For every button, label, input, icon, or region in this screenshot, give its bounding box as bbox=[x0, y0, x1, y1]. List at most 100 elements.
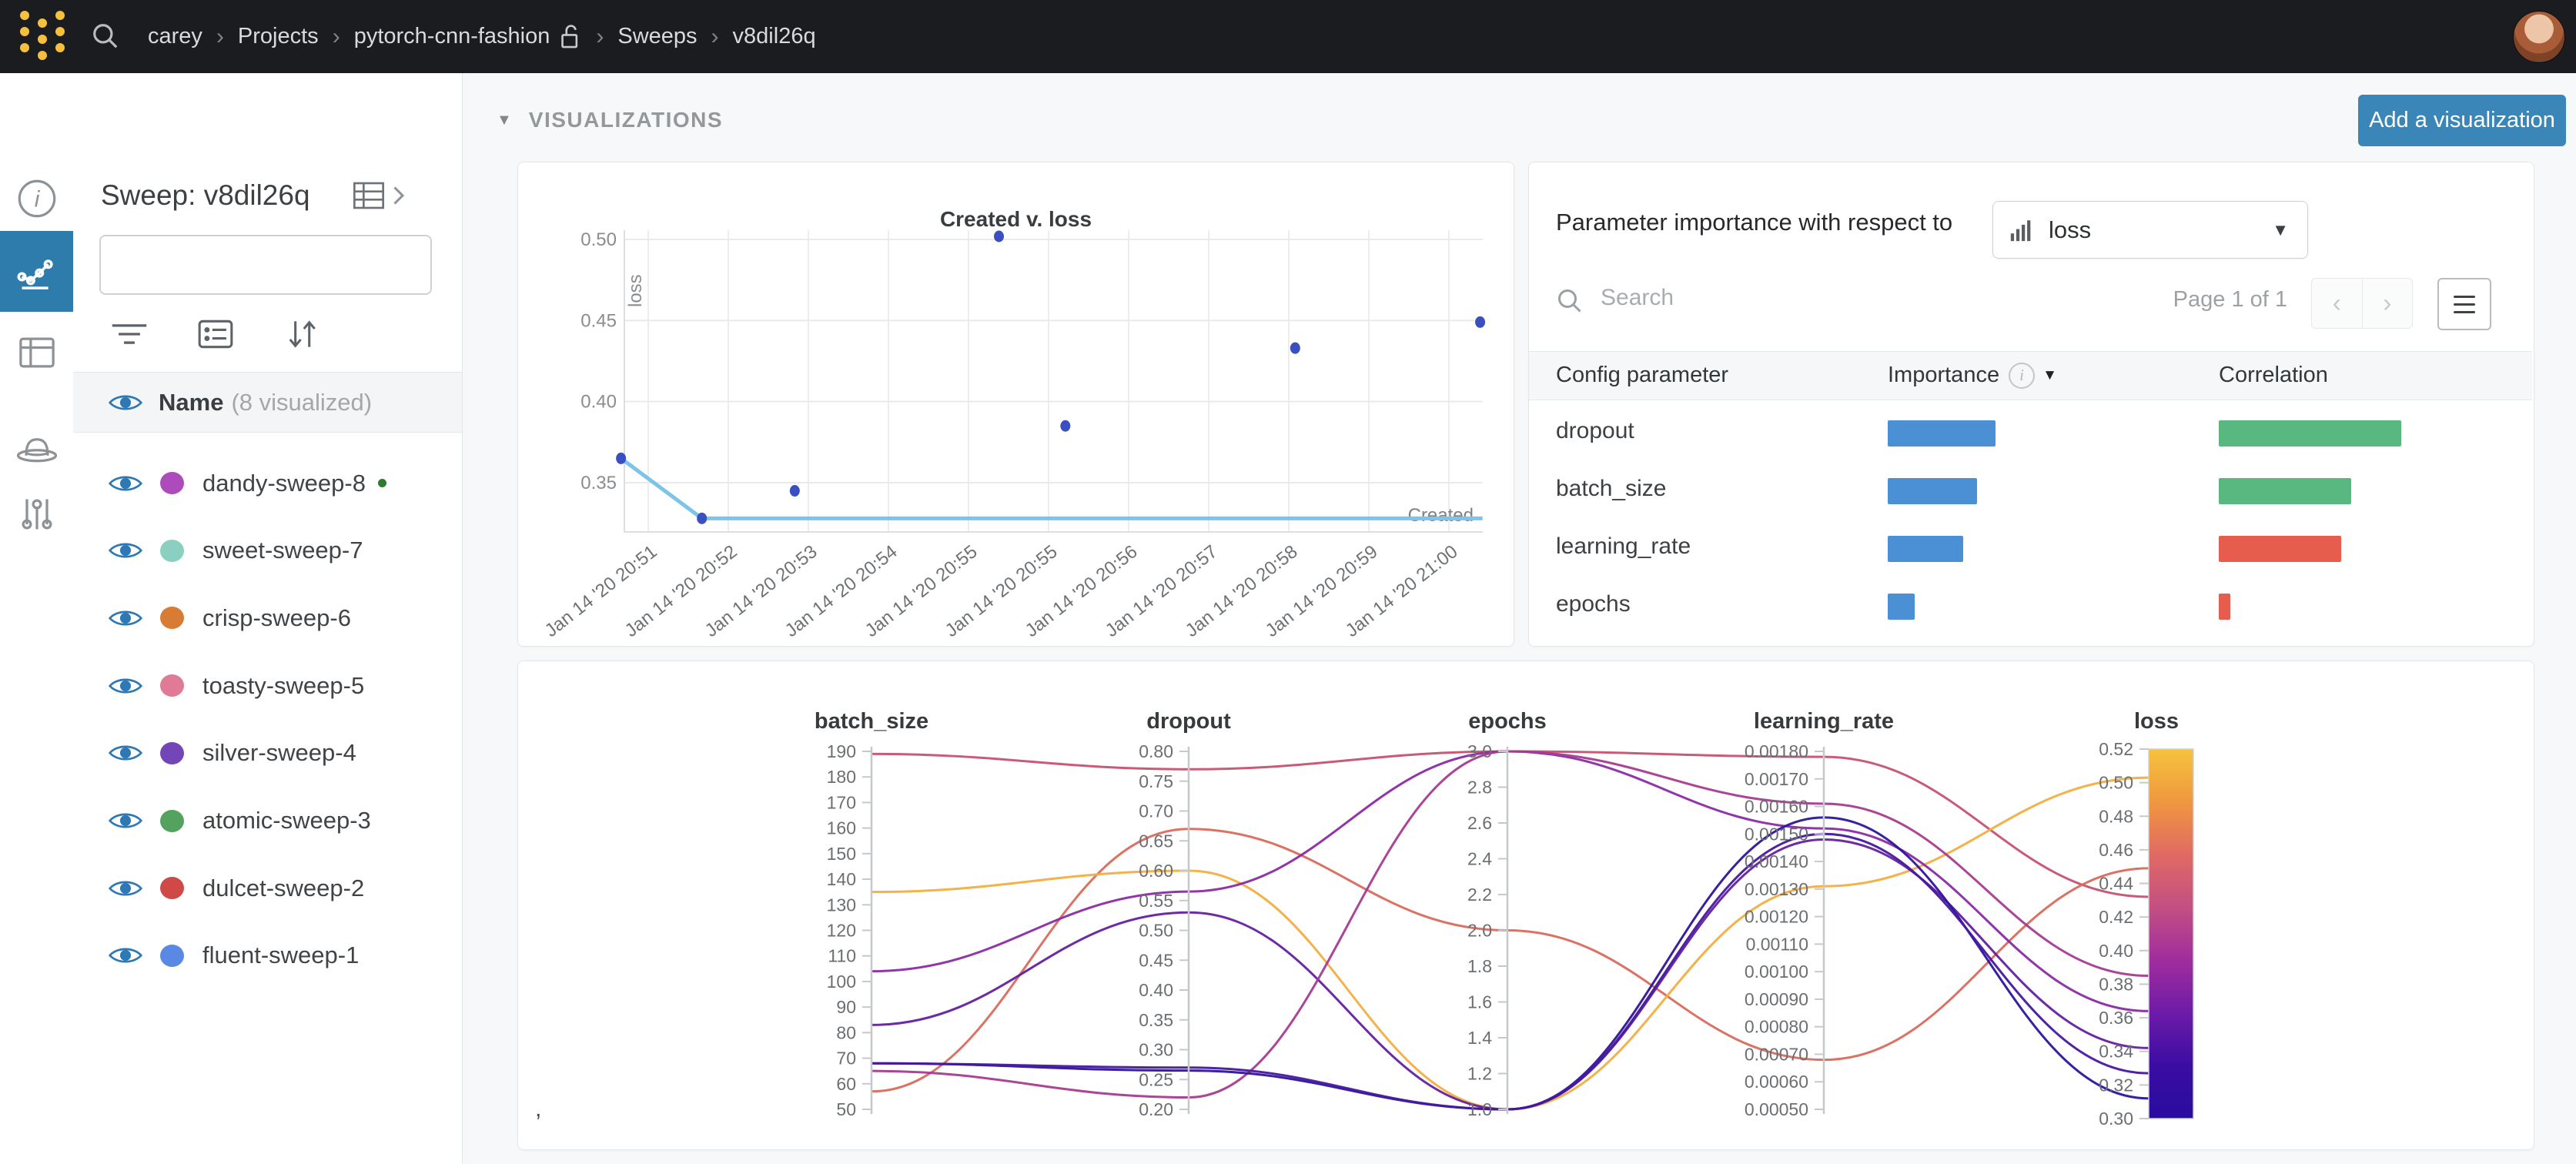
svg-text:0.00150: 0.00150 bbox=[1745, 824, 1808, 844]
eye-icon[interactable] bbox=[108, 391, 143, 414]
sort-icon[interactable] bbox=[283, 318, 321, 350]
prev-page-button[interactable]: ‹ bbox=[2312, 279, 2363, 328]
run-list-item[interactable]: dulcet-sweep-2 bbox=[73, 855, 462, 922]
param-name: epochs bbox=[1556, 591, 1631, 617]
axis-title[interactable]: epochs bbox=[1468, 709, 1547, 734]
col-correlation[interactable]: Correlation bbox=[2219, 363, 2328, 387]
visibility-all-eye-icon[interactable] bbox=[108, 391, 143, 414]
eye-icon[interactable] bbox=[108, 539, 143, 562]
breadcrumb-item[interactable]: v8dil26q bbox=[732, 24, 816, 48]
menu-button[interactable] bbox=[2437, 278, 2491, 330]
table-row[interactable]: batch_size bbox=[1529, 462, 2532, 520]
eye-icon[interactable] bbox=[108, 741, 143, 764]
svg-text:0.20: 0.20 bbox=[1139, 1099, 1173, 1119]
run-name[interactable]: dulcet-sweep-2 bbox=[202, 874, 365, 901]
correlation-bar bbox=[2219, 420, 2401, 447]
svg-text:0.00120: 0.00120 bbox=[1745, 907, 1808, 927]
col-importance[interactable]: Importance i ▼ bbox=[1888, 363, 2057, 390]
run-list-item[interactable]: silver-sweep-4 bbox=[73, 720, 462, 787]
col-config-parameter[interactable]: Config parameter bbox=[1556, 363, 1729, 387]
run-color-dot bbox=[160, 944, 184, 967]
run-name[interactable]: atomic-sweep-3 bbox=[202, 807, 371, 834]
svg-text:0.40: 0.40 bbox=[1139, 980, 1173, 1000]
run-list-item[interactable]: toasty-sweep-5 bbox=[73, 652, 462, 719]
importance-search-input[interactable] bbox=[1599, 284, 1987, 312]
table-row[interactable]: epochs bbox=[1529, 577, 2532, 635]
table-row[interactable]: dropout bbox=[1529, 404, 2532, 462]
stray-comma-text: , bbox=[535, 1096, 542, 1122]
svg-text:0.42: 0.42 bbox=[2099, 907, 2133, 927]
axis-title[interactable]: batch_size bbox=[814, 709, 929, 734]
svg-text:60: 60 bbox=[836, 1074, 856, 1094]
add-visualization-button[interactable]: Add a visualization bbox=[2358, 95, 2566, 146]
eye-icon[interactable] bbox=[108, 607, 143, 630]
wandb-logo[interactable] bbox=[20, 11, 72, 63]
search-icon[interactable] bbox=[91, 22, 120, 51]
breadcrumb: carey › Projects › pytorch-cnn-fashion › Sweep… bbox=[148, 0, 816, 73]
run-list-item[interactable]: crisp-sweep-6 bbox=[73, 584, 462, 651]
eye-icon[interactable] bbox=[108, 877, 143, 900]
runs-search-box bbox=[99, 235, 432, 295]
svg-text:170: 170 bbox=[827, 792, 856, 812]
parallel-coordinates-chart[interactable]: 190 180 170 160 150 140 130 120 110 100 90 80 70 60 50… bbox=[518, 661, 2532, 1148]
run-list-item[interactable]: sweet-sweep-7 bbox=[73, 517, 462, 584]
created-v-loss-chart[interactable]: 0.50 0.45 0.40 0.35 loss Created bbox=[518, 162, 1514, 646]
table-tab-icon[interactable] bbox=[0, 312, 73, 393]
svg-text:130: 130 bbox=[827, 895, 856, 915]
importance-bar bbox=[1888, 420, 1996, 447]
eye-icon[interactable] bbox=[108, 944, 143, 967]
info-icon[interactable]: i bbox=[0, 158, 73, 239]
run-name[interactable]: toasty-sweep-5 bbox=[202, 671, 365, 699]
run-color-dot bbox=[160, 472, 184, 494]
next-page-button[interactable]: › bbox=[2383, 288, 2392, 318]
page-indicator: Page 1 of 1 bbox=[2173, 287, 2287, 312]
run-name[interactable]: dandy-sweep-8 bbox=[202, 469, 366, 497]
group-icon[interactable] bbox=[196, 318, 235, 350]
run-name[interactable]: crisp-sweep-6 bbox=[202, 604, 351, 631]
filter-icon[interactable] bbox=[110, 318, 149, 350]
axis-title[interactable]: loss bbox=[2133, 709, 2180, 734]
svg-text:0.00180: 0.00180 bbox=[1745, 741, 1808, 761]
svg-text:0.35: 0.35 bbox=[580, 473, 617, 493]
run-name[interactable]: fluent-sweep-1 bbox=[202, 942, 360, 969]
breadcrumb-item[interactable]: Sweeps bbox=[617, 24, 698, 48]
svg-text:0.36: 0.36 bbox=[2099, 1008, 2133, 1028]
sliders-icon[interactable] bbox=[0, 473, 73, 554]
svg-text:90: 90 bbox=[836, 997, 856, 1017]
runs-search-input[interactable] bbox=[130, 251, 430, 279]
svg-text:0.50: 0.50 bbox=[580, 229, 617, 250]
pagination: ‹ › bbox=[2311, 278, 2413, 329]
svg-text:0.44: 0.44 bbox=[2099, 874, 2133, 894]
run-list-item[interactable]: fluent-sweep-1 bbox=[73, 922, 462, 989]
avatar[interactable] bbox=[2513, 11, 2565, 63]
breadcrumb-item[interactable]: carey bbox=[148, 24, 202, 48]
param-name: batch_size bbox=[1556, 476, 1667, 501]
svg-text:i: i bbox=[34, 186, 40, 212]
importance-table-header: Config parameter Importance i ▼ Correlatio… bbox=[1529, 351, 2532, 400]
axis-title[interactable]: learning_rate bbox=[1753, 709, 1895, 734]
created-v-loss-panel: Created v. loss 0.50 0.45 0.40 0.35 loss Crea… bbox=[517, 162, 1514, 647]
run-list-item[interactable]: dandy-sweep-8 bbox=[73, 450, 462, 517]
breadcrumb-item[interactable]: Projects bbox=[237, 24, 319, 48]
svg-text:0.00090: 0.00090 bbox=[1745, 989, 1808, 1009]
svg-text:2.2: 2.2 bbox=[1467, 885, 1492, 905]
run-name[interactable]: sweet-sweep-7 bbox=[202, 537, 363, 564]
svg-text:0.75: 0.75 bbox=[1139, 771, 1173, 791]
eye-icon[interactable] bbox=[108, 472, 143, 495]
table-row[interactable]: learning_rate bbox=[1529, 520, 2532, 577]
charts-tab-icon[interactable] bbox=[0, 231, 73, 312]
eye-icon[interactable] bbox=[108, 674, 143, 697]
open-sweep-table-button[interactable] bbox=[352, 180, 406, 211]
eye-icon[interactable] bbox=[108, 809, 143, 832]
svg-text:0.60: 0.60 bbox=[1139, 861, 1173, 881]
svg-text:0.40: 0.40 bbox=[580, 392, 617, 413]
breadcrumb-item[interactable]: pytorch-cnn-fashion bbox=[353, 24, 550, 48]
run-name[interactable]: silver-sweep-4 bbox=[202, 739, 356, 767]
importance-bar bbox=[1888, 536, 1963, 562]
svg-text:3.0: 3.0 bbox=[1467, 741, 1492, 761]
metric-dropdown[interactable]: loss ▼ bbox=[1992, 201, 2308, 259]
run-list-item[interactable]: atomic-sweep-3 bbox=[73, 788, 462, 855]
visualizations-section-header[interactable]: ▼ VISUALIZATIONS bbox=[497, 108, 723, 132]
sweep-hat-icon[interactable] bbox=[0, 408, 73, 489]
axis-title[interactable]: dropout bbox=[1146, 709, 1231, 734]
